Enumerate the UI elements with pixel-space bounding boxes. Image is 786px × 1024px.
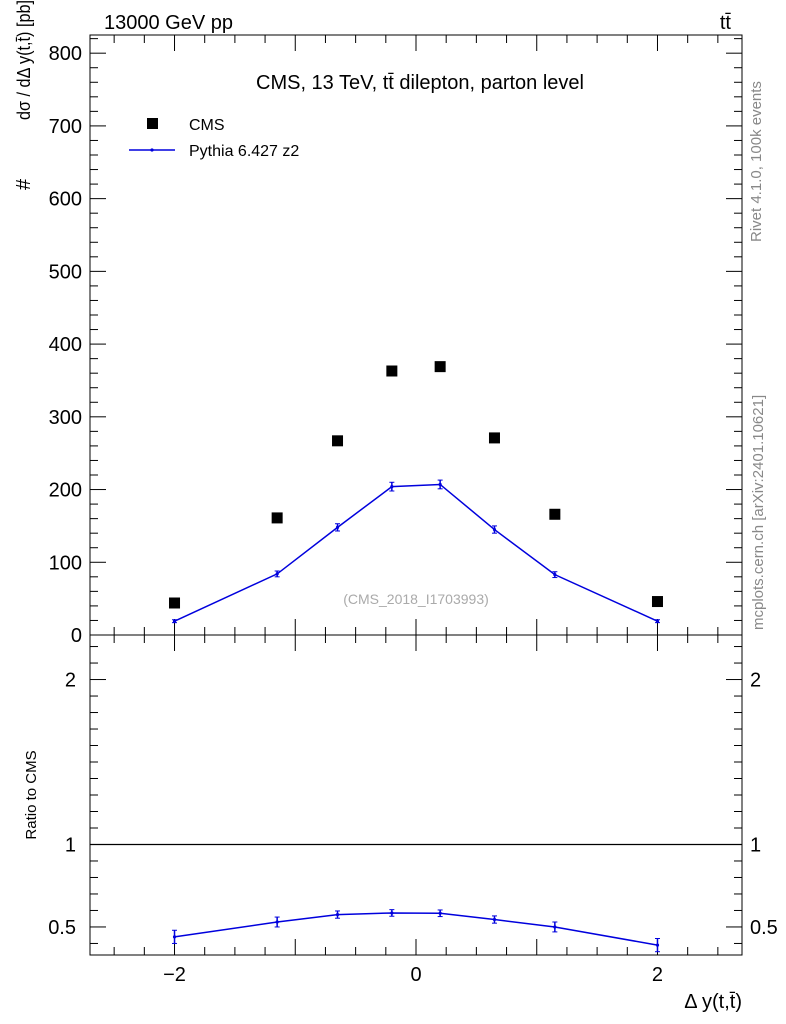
- ratio-point: [492, 917, 497, 922]
- main-frame: [89, 34, 743, 636]
- ratio-plot-marks: [90, 843, 742, 953]
- ratio-y-tick-label: 2: [65, 670, 76, 692]
- ratio-frame: [89, 634, 743, 956]
- cms-point: [169, 597, 181, 609]
- analysis-watermark: (CMS_2018_I1703993): [343, 591, 489, 607]
- rivet-label: Rivet 4.1.0, 100k events: [748, 81, 765, 242]
- pythia-point: [655, 619, 660, 623]
- pythia-point: [335, 525, 340, 529]
- cms-point: [386, 365, 398, 377]
- ratio-point: [553, 925, 557, 929]
- main-y-tick-label: 700: [49, 116, 82, 138]
- ratio-y-tick-label-right: 0.5: [750, 917, 778, 939]
- y-label-text: dσ / dΔ y(t,t̄) [pb]: [14, 0, 34, 120]
- cms-point: [434, 361, 446, 373]
- main-y-tick-label: 400: [49, 334, 82, 356]
- main-plot-marks: [169, 361, 663, 624]
- main-y-tick-label: 600: [49, 189, 82, 211]
- ratio-y-tick-label-right: 2: [750, 670, 761, 692]
- ratio-panel: 0.5 0.5 1 1 2 2 −2 0 2 Ratio to CMS Δ y(t,t̄): [23, 634, 778, 1013]
- pythia-point: [275, 572, 279, 576]
- ratio-point: [275, 920, 279, 924]
- legend: CMS Pythia 6.427 z2: [129, 117, 299, 160]
- cms-point: [549, 508, 561, 520]
- pythia-line: [174, 483, 658, 622]
- ratio-point: [172, 935, 177, 939]
- ratio-y-tick-label: 1: [65, 834, 76, 856]
- pythia-point: [390, 485, 394, 489]
- x-axis-label: Δ y(t,t̄): [684, 991, 742, 1013]
- main-y-tick-label: 200: [49, 480, 82, 502]
- main-y-tick-label: 100: [49, 552, 82, 574]
- x-tick-label: −2: [163, 964, 186, 986]
- main-y-tick-label: 500: [49, 261, 82, 283]
- legend-pythia-label: Pythia 6.427 z2: [189, 143, 299, 160]
- ratio-pythia-line: [174, 912, 658, 946]
- y-label-prefix: #: [13, 178, 35, 190]
- pythia-point: [172, 619, 177, 623]
- main-ticks: [90, 35, 742, 636]
- x-tick-label: 0: [410, 964, 421, 986]
- cms-point: [271, 512, 283, 524]
- main-y-tick-label: 800: [49, 43, 82, 65]
- main-y-tick-label: 0: [71, 625, 82, 647]
- ratio-point: [438, 911, 442, 915]
- pythia-point: [438, 482, 442, 487]
- legend-pythia-marker: [150, 148, 154, 152]
- source-label: mcplots.cern.ch [arXiv:2401.10621]: [750, 395, 767, 630]
- legend-cms-marker: [147, 118, 158, 129]
- ratio-ticks: [90, 635, 742, 955]
- ratio-y-tick-label-right: 1: [750, 834, 761, 856]
- ratio-y-tick-label: 0.5: [48, 917, 76, 939]
- main-y-tick-label: 300: [49, 407, 82, 429]
- energy-label: 13000 GeV pp: [104, 12, 233, 34]
- pythia-point: [553, 573, 557, 577]
- cms-point: [332, 435, 344, 447]
- ratio-point: [655, 943, 660, 947]
- chart-title: CMS, 13 TeV, tt̄ dilepton, parton level: [256, 72, 584, 94]
- legend-cms-label: CMS: [189, 117, 225, 134]
- ratio-point: [335, 912, 340, 917]
- cms-point: [651, 596, 663, 608]
- pythia-point: [492, 527, 497, 532]
- x-tick-labels: −2 0 2: [163, 964, 663, 986]
- process-label: tt̄: [720, 12, 732, 34]
- ratio-y-axis-label: Ratio to CMS: [23, 750, 40, 839]
- main-y-axis-label: # dσ / dΔ y(t,t̄) [pb]: [13, 0, 35, 190]
- ratio-y-tick-labels: 0.5 0.5 1 1 2 2: [48, 670, 778, 939]
- ratio-point: [390, 911, 394, 915]
- main-y-tick-labels: 0 100 200 300 400 500 600 700 800: [49, 43, 82, 647]
- main-panel: 0 100 200 300 400 500 600 700 800 CMS, 13 TeV, t…: [13, 0, 743, 647]
- x-tick-label: 2: [652, 964, 663, 986]
- cms-point: [488, 432, 500, 444]
